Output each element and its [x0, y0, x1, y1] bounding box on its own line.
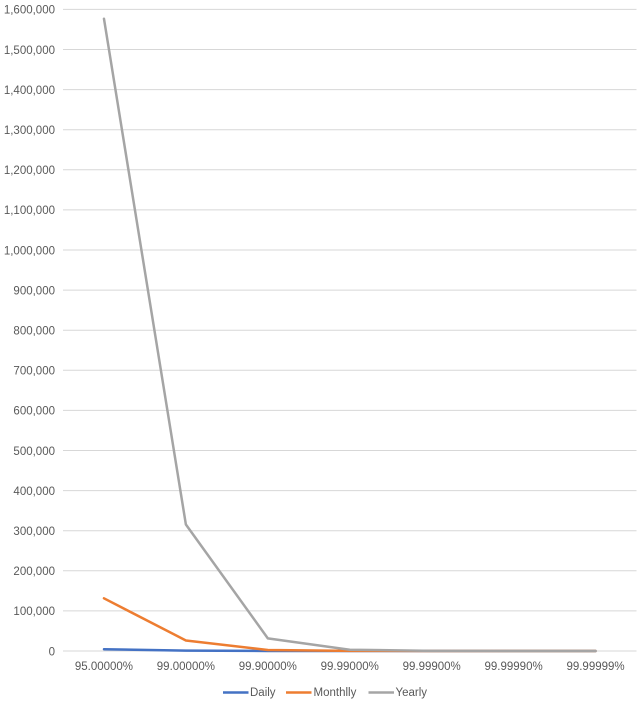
svg-text:1,200,000: 1,200,000 — [4, 165, 55, 177]
svg-text:900,000: 900,000 — [13, 285, 55, 297]
svg-text:99.90000%: 99.90000% — [239, 661, 297, 673]
svg-text:400,000: 400,000 — [13, 486, 55, 498]
svg-text:Daily: Daily — [250, 687, 276, 699]
svg-text:100,000: 100,000 — [13, 606, 55, 618]
svg-text:99.99900%: 99.99900% — [403, 661, 461, 673]
svg-text:200,000: 200,000 — [13, 566, 55, 578]
svg-text:99.99990%: 99.99990% — [485, 661, 543, 673]
svg-text:Monthlly: Monthlly — [314, 687, 357, 699]
svg-text:500,000: 500,000 — [13, 446, 55, 458]
svg-text:1,500,000: 1,500,000 — [4, 45, 55, 57]
svg-text:0: 0 — [49, 646, 55, 658]
svg-text:1,000,000: 1,000,000 — [4, 245, 55, 257]
svg-text:700,000: 700,000 — [13, 366, 55, 378]
svg-text:99.99999%: 99.99999% — [566, 661, 624, 673]
svg-text:99.99000%: 99.99000% — [321, 661, 379, 673]
svg-text:1,100,000: 1,100,000 — [4, 205, 55, 217]
svg-text:95.00000%: 95.00000% — [75, 661, 133, 673]
svg-text:1,400,000: 1,400,000 — [4, 85, 55, 97]
svg-text:Yearly: Yearly — [396, 687, 428, 699]
svg-text:1,300,000: 1,300,000 — [4, 125, 55, 137]
svg-text:99.00000%: 99.00000% — [157, 661, 215, 673]
svg-text:800,000: 800,000 — [13, 326, 55, 338]
svg-text:1,600,000: 1,600,000 — [4, 5, 55, 17]
svg-text:300,000: 300,000 — [13, 526, 55, 538]
svg-text:600,000: 600,000 — [13, 406, 55, 418]
